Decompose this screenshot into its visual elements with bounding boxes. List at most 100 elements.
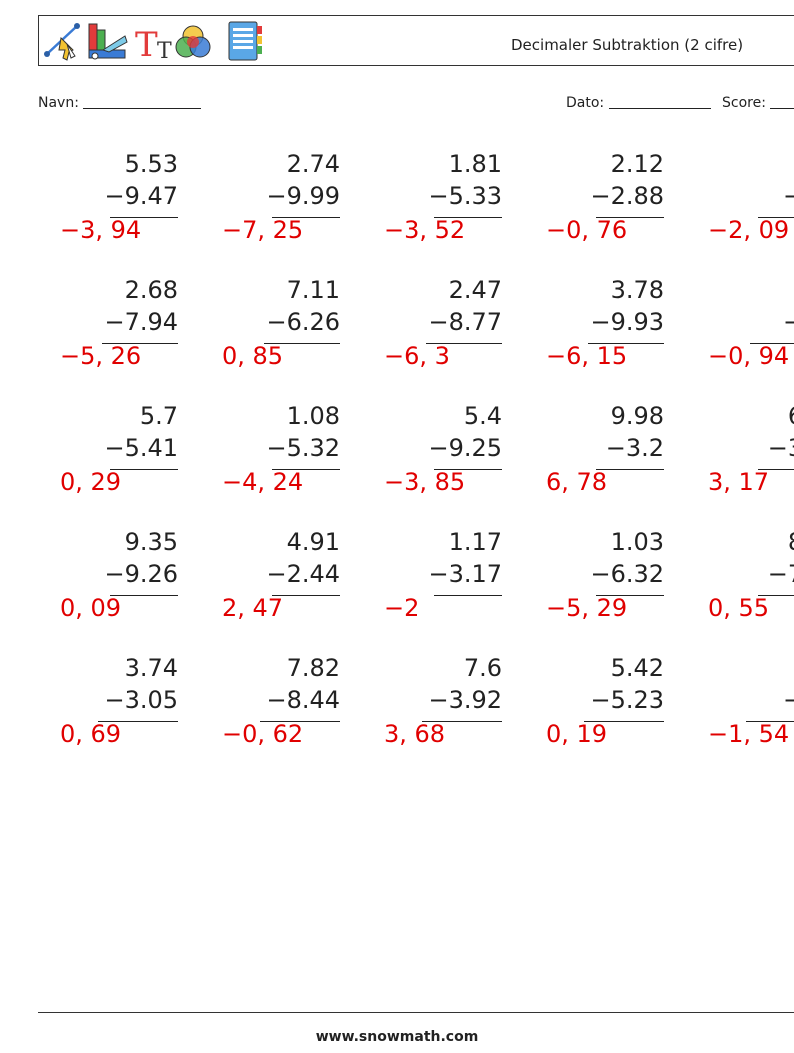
notebook-icon: [228, 21, 262, 61]
answer-rule: [758, 217, 794, 218]
answer-rule: [434, 595, 502, 596]
svg-text:T: T: [157, 39, 172, 62]
subtrahend: −8.77: [428, 308, 502, 336]
subtrahend: −9.99: [266, 182, 340, 210]
answer: 3, 68: [384, 720, 446, 748]
answer-rule: [596, 595, 664, 596]
answer: 0, 85: [222, 342, 284, 370]
svg-text:T: T: [135, 25, 158, 62]
ruler-color-swatch-icon: [88, 23, 128, 60]
answer: −5, 26: [60, 342, 142, 370]
problem: 5.7 −5.41 0, 29: [38, 402, 178, 512]
answer-rule: [434, 469, 502, 470]
problem: 9.35 −9.26 0, 09: [38, 528, 178, 638]
minuend: 2.68: [124, 276, 178, 304]
answer-rule: [596, 217, 664, 218]
subtrahend: −3.05: [104, 686, 178, 714]
answer: −5, 29: [546, 594, 628, 622]
subtrahend: −2.44: [266, 560, 340, 588]
minuend: 2.74: [286, 150, 340, 178]
problem: 2.12 −2.88 −0, 76: [524, 150, 664, 260]
problem: 1.03 −6.32 −5, 29: [524, 528, 664, 638]
answer-rule: [272, 217, 340, 218]
name-label: Navn:: [38, 95, 79, 111]
answer-rule: [750, 343, 794, 344]
subtrahend: −6.32: [590, 560, 664, 588]
worksheet-title: Decimaler Subtraktion (2 cifre): [511, 36, 744, 54]
problem: 8.5 −7.9 0, 55: [686, 528, 794, 638]
answer-rule: [758, 595, 794, 596]
problem: 4.91 −2.44 2, 47: [200, 528, 340, 638]
problem: 7.−9.−2, 09: [686, 150, 794, 260]
minuend: 1.17: [448, 528, 502, 556]
name-line[interactable]: [83, 94, 202, 109]
answer: −6, 3: [384, 342, 450, 370]
score-label: Score:: [722, 95, 766, 111]
answer: 2, 47: [222, 594, 284, 622]
answer-rule: [102, 343, 178, 344]
minuend: 7.11: [286, 276, 340, 304]
score-line[interactable]: [770, 94, 794, 109]
subtrahend: −9.: [782, 182, 794, 210]
minuend: 2.47: [448, 276, 502, 304]
subtrahend: −3.2: [605, 434, 664, 462]
problem: 9.98 −3.2 6, 78: [524, 402, 664, 512]
answer-rule: [584, 721, 664, 722]
footer-site: www.snowmath.com: [315, 1029, 479, 1045]
answer: −1, 54: [708, 720, 790, 748]
subtrahend: −7.94: [104, 308, 178, 336]
problem: 3.−4.−0, 94: [686, 276, 794, 386]
minuend: 3.78: [610, 276, 664, 304]
answer-rule: [264, 343, 340, 344]
answer-rule: [746, 721, 794, 722]
minuend: 6.7: [788, 402, 794, 430]
subtrahend: −5.33: [428, 182, 502, 210]
answer: 0, 19: [546, 720, 608, 748]
answer-rule: [110, 595, 178, 596]
subtrahend: −7.9: [767, 560, 794, 588]
subtrahend: −5.41: [104, 434, 178, 462]
answer-rule: [758, 469, 794, 470]
minuend: 2.12: [610, 150, 664, 178]
subtrahend: −9.26: [104, 560, 178, 588]
minuend: 3.74: [124, 654, 178, 682]
answer: −3, 94: [60, 216, 142, 244]
score-field[interactable]: Score:: [722, 94, 794, 111]
date-field[interactable]: Dato:: [566, 94, 711, 111]
answer-rule: [588, 343, 664, 344]
problem: 7.−9.−1, 54: [686, 654, 794, 764]
answer: 0, 55: [708, 594, 770, 622]
problem: 7.6 −3.92 3, 68: [362, 654, 502, 764]
answer-rule: [272, 595, 340, 596]
answer: −4, 24: [222, 468, 304, 496]
date-line[interactable]: [608, 94, 711, 109]
subtrahend: −3.6: [767, 434, 794, 462]
answer-rule: [110, 469, 178, 470]
subtrahend: −9.47: [104, 182, 178, 210]
color-wheel-icon: [175, 25, 211, 58]
minuend: 5.53: [124, 150, 178, 178]
problem: 5.42 −5.23 0, 19: [524, 654, 664, 764]
minuend: 7.82: [286, 654, 340, 682]
logo: T T: [44, 21, 262, 62]
minuend: 5.42: [610, 654, 664, 682]
answer: −0, 76: [546, 216, 628, 244]
problem: 7.82 −8.44 −0, 62: [200, 654, 340, 764]
minuend: 9.35: [124, 528, 178, 556]
problem: 5.53 −9.47 −3, 94: [38, 150, 178, 260]
problem: 1.81 −5.33 −3, 52: [362, 150, 502, 260]
answer-rule: [434, 217, 502, 218]
subtrahend: −3.92: [428, 686, 502, 714]
minuend: 8.5: [788, 528, 794, 556]
answer-rule: [260, 721, 340, 722]
drawing-tools-icon: [44, 23, 80, 61]
answer: −3, 52: [384, 216, 466, 244]
answer: 0, 29: [60, 468, 122, 496]
answer-rule: [110, 217, 178, 218]
text-type-icon: T T: [135, 25, 172, 62]
answer: −6, 15: [546, 342, 628, 370]
answer-rule: [422, 721, 502, 722]
answer: −3, 85: [384, 468, 466, 496]
problem: 5.4 −9.25 −3, 85: [362, 402, 502, 512]
name-field[interactable]: Navn:: [38, 94, 202, 111]
